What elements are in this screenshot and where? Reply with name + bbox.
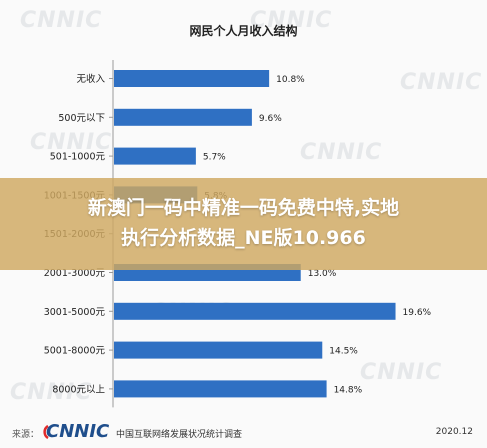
banner-line-2: 执行分析数据_NE版10.966 [121,227,366,249]
overlay-banner [0,178,487,270]
value-label: 14.5% [329,347,358,357]
cnnic-logo-arc-icon [43,424,49,440]
category-label: 500元以下 [58,113,105,124]
cnnic-logo: CNNIC [46,421,110,442]
value-label: 9.6% [259,114,282,124]
bar [114,341,323,359]
value-label: 5.7% [203,153,226,163]
banner-line-1: 新澳门一码中精准一码免费中特,实地 [87,197,400,219]
footer: 来源： CNNIC 中国互联网络发展状况统计调查 2020.12 [0,418,487,448]
category-label: 3001-5000元 [44,307,106,318]
report-date: 2020.12 [435,427,473,437]
value-label: 13.0% [308,269,337,279]
category-label: 5001-8000元 [44,346,106,357]
category-label: 8000元以上 [52,384,105,395]
bar [114,108,252,126]
bar [114,70,270,87]
bar [114,302,396,320]
bar [114,147,196,165]
value-label: 19.6% [403,308,432,318]
category-label: 2001-3000元 [44,268,106,279]
value-label: 10.8% [276,75,305,85]
source-name: 中国互联网络发展状况统计调查 [116,430,243,440]
category-label: 无收入 [76,73,105,85]
category-label: 501-1000元 [50,152,106,163]
value-label: 14.8% [334,385,363,395]
overlay-banner-text: 新澳门一码中精准一码免费中特,实地 执行分析数据_NE版10.966 [0,193,487,253]
chart-title: 网民个人月收入结构 [189,24,298,38]
bar [114,380,327,398]
source-label: 来源： [12,430,40,440]
